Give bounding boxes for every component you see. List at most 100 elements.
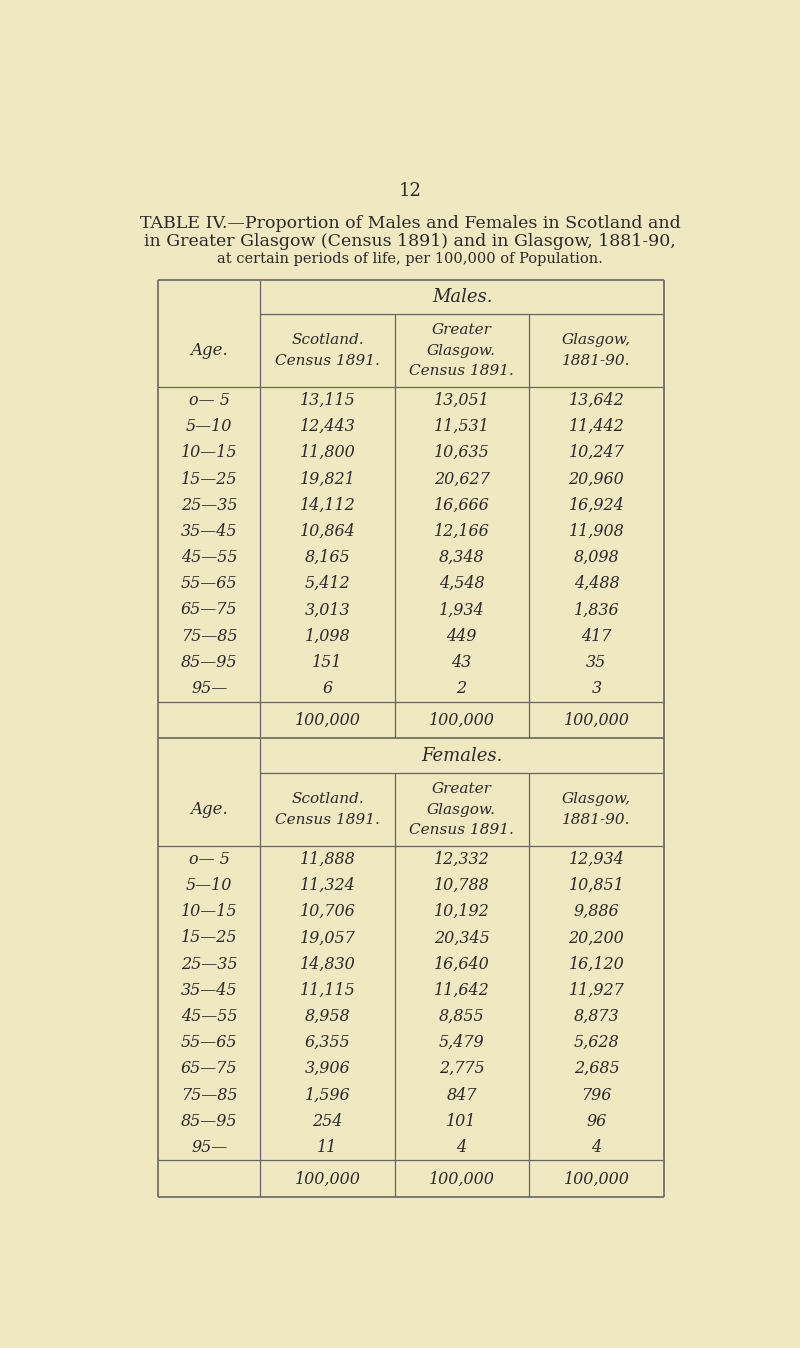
Text: 95—: 95— bbox=[191, 1139, 227, 1155]
Text: 11,531: 11,531 bbox=[434, 418, 490, 435]
Text: 847: 847 bbox=[446, 1086, 477, 1104]
Text: 10,192: 10,192 bbox=[434, 903, 490, 921]
Text: 20,627: 20,627 bbox=[434, 470, 490, 488]
Text: 1,596: 1,596 bbox=[305, 1086, 350, 1104]
Text: 100,000: 100,000 bbox=[294, 1170, 360, 1188]
Text: 15—25: 15—25 bbox=[181, 929, 238, 946]
Text: 45—55: 45—55 bbox=[181, 549, 238, 566]
Text: 12,332: 12,332 bbox=[434, 851, 490, 868]
Text: 5,412: 5,412 bbox=[305, 576, 350, 592]
Text: 4,488: 4,488 bbox=[574, 576, 619, 592]
Text: Females.: Females. bbox=[422, 747, 503, 764]
Text: 96: 96 bbox=[586, 1112, 606, 1130]
Text: 20,960: 20,960 bbox=[569, 470, 624, 488]
Text: 10,864: 10,864 bbox=[299, 523, 355, 539]
Text: 5,479: 5,479 bbox=[438, 1034, 484, 1051]
Text: 11: 11 bbox=[318, 1139, 338, 1155]
Text: 417: 417 bbox=[581, 628, 611, 644]
Text: Age.: Age. bbox=[190, 801, 228, 818]
Text: 10—15: 10—15 bbox=[181, 903, 238, 921]
Text: 11,442: 11,442 bbox=[569, 418, 624, 435]
Text: 2,775: 2,775 bbox=[438, 1061, 484, 1077]
Text: Scotland.
Census 1891.: Scotland. Census 1891. bbox=[275, 793, 380, 828]
Text: 4,548: 4,548 bbox=[438, 576, 484, 592]
Text: 16,666: 16,666 bbox=[434, 496, 490, 514]
Text: 8,165: 8,165 bbox=[305, 549, 350, 566]
Text: 75—85: 75—85 bbox=[181, 628, 238, 644]
Text: 10—15: 10—15 bbox=[181, 445, 238, 461]
Text: 4: 4 bbox=[591, 1139, 602, 1155]
Text: 16,120: 16,120 bbox=[569, 956, 624, 973]
Text: 35: 35 bbox=[586, 654, 606, 671]
Text: 8,348: 8,348 bbox=[438, 549, 484, 566]
Text: 8,855: 8,855 bbox=[438, 1008, 484, 1024]
Text: 10,851: 10,851 bbox=[569, 878, 624, 894]
Text: Greater
Glasgow.
Census 1891.: Greater Glasgow. Census 1891. bbox=[409, 324, 514, 379]
Text: 100,000: 100,000 bbox=[429, 712, 494, 728]
Text: 25—35: 25—35 bbox=[181, 956, 238, 973]
Text: TABLE IV.—Proportion of Males and Females in Scotland and: TABLE IV.—Proportion of Males and Female… bbox=[140, 214, 680, 232]
Text: 2,685: 2,685 bbox=[574, 1061, 619, 1077]
Text: 6,355: 6,355 bbox=[305, 1034, 350, 1051]
Text: o— 5: o— 5 bbox=[189, 392, 230, 408]
Text: Age.: Age. bbox=[190, 342, 228, 360]
Text: Scotland.
Census 1891.: Scotland. Census 1891. bbox=[275, 333, 380, 368]
Text: 12,934: 12,934 bbox=[569, 851, 624, 868]
Text: 8,873: 8,873 bbox=[574, 1008, 619, 1024]
Text: 3,013: 3,013 bbox=[305, 601, 350, 619]
Text: 3,906: 3,906 bbox=[305, 1061, 350, 1077]
Text: 19,057: 19,057 bbox=[299, 929, 355, 946]
Text: 11,927: 11,927 bbox=[569, 981, 624, 999]
Text: in Greater Glasgow (Census 1891) and in Glasgow, 1881-90,: in Greater Glasgow (Census 1891) and in … bbox=[144, 233, 676, 249]
Text: at certain periods of life, per 100,000 of Population.: at certain periods of life, per 100,000 … bbox=[217, 252, 603, 266]
Text: 85—95: 85—95 bbox=[181, 654, 238, 671]
Text: 11,908: 11,908 bbox=[569, 523, 624, 539]
Text: o— 5: o— 5 bbox=[189, 851, 230, 868]
Text: 15—25: 15—25 bbox=[181, 470, 238, 488]
Text: 14,112: 14,112 bbox=[299, 496, 355, 514]
Text: 25—35: 25—35 bbox=[181, 496, 238, 514]
Text: 85—95: 85—95 bbox=[181, 1112, 238, 1130]
Text: 20,200: 20,200 bbox=[569, 929, 624, 946]
Text: 16,640: 16,640 bbox=[434, 956, 490, 973]
Text: Glasgow,
1881-90.: Glasgow, 1881-90. bbox=[562, 333, 631, 368]
Text: 11,888: 11,888 bbox=[299, 851, 355, 868]
Text: Glasgow,
1881-90.: Glasgow, 1881-90. bbox=[562, 793, 631, 828]
Text: 11,800: 11,800 bbox=[299, 445, 355, 461]
Text: 100,000: 100,000 bbox=[294, 712, 360, 728]
Text: 35—45: 35—45 bbox=[181, 523, 238, 539]
Text: 100,000: 100,000 bbox=[563, 1170, 630, 1188]
Text: 6: 6 bbox=[322, 679, 333, 697]
Text: 151: 151 bbox=[312, 654, 342, 671]
Text: 8,098: 8,098 bbox=[574, 549, 619, 566]
Text: 10,788: 10,788 bbox=[434, 878, 490, 894]
Text: 5—10: 5—10 bbox=[186, 418, 233, 435]
Text: 12,443: 12,443 bbox=[299, 418, 355, 435]
Text: 12: 12 bbox=[398, 182, 422, 200]
Text: 8,958: 8,958 bbox=[305, 1008, 350, 1024]
Text: 13,051: 13,051 bbox=[434, 392, 490, 408]
Text: 10,706: 10,706 bbox=[299, 903, 355, 921]
Text: 4: 4 bbox=[457, 1139, 466, 1155]
Text: 5—10: 5—10 bbox=[186, 878, 233, 894]
Text: 13,115: 13,115 bbox=[299, 392, 355, 408]
Text: 1,836: 1,836 bbox=[574, 601, 619, 619]
Text: Males.: Males. bbox=[432, 288, 493, 306]
Text: 100,000: 100,000 bbox=[429, 1170, 494, 1188]
Text: 1,934: 1,934 bbox=[438, 601, 484, 619]
Text: 95—: 95— bbox=[191, 679, 227, 697]
Text: 55—65: 55—65 bbox=[181, 1034, 238, 1051]
Text: 11,642: 11,642 bbox=[434, 981, 490, 999]
Text: 796: 796 bbox=[581, 1086, 611, 1104]
Text: 35—45: 35—45 bbox=[181, 981, 238, 999]
Text: 10,247: 10,247 bbox=[569, 445, 624, 461]
Text: 9,886: 9,886 bbox=[574, 903, 619, 921]
Text: 2: 2 bbox=[457, 679, 466, 697]
Text: 3: 3 bbox=[591, 679, 602, 697]
Text: 254: 254 bbox=[312, 1112, 342, 1130]
Text: 14,830: 14,830 bbox=[299, 956, 355, 973]
Text: 19,821: 19,821 bbox=[299, 470, 355, 488]
Text: 5,628: 5,628 bbox=[574, 1034, 619, 1051]
Text: 12,166: 12,166 bbox=[434, 523, 490, 539]
Text: 45—55: 45—55 bbox=[181, 1008, 238, 1024]
